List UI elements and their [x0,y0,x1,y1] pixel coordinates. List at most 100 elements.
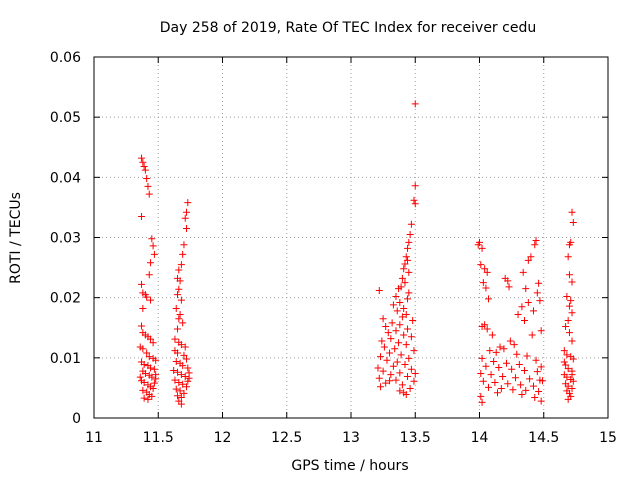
data-point [179,380,187,388]
data-point [569,218,577,226]
data-point [172,357,180,365]
data-point [482,362,490,370]
data-point [377,383,385,391]
data-point [149,385,157,393]
data-point [392,376,400,384]
data-point [532,237,540,245]
data-point [565,241,573,249]
data-point [180,389,188,397]
data-point [492,348,500,356]
data-point [508,365,516,373]
data-point [176,311,184,319]
data-point [562,361,570,369]
data-point [533,289,541,297]
data-point [175,266,183,274]
data-point [407,220,415,228]
data-point [398,274,406,282]
data-point [497,385,505,393]
data-point [392,327,400,335]
data-point [145,353,153,361]
data-point [563,373,571,381]
data-point [407,333,415,341]
y-axis-label: ROTI / TECUs [8,192,24,284]
data-point [174,368,182,376]
data-point [401,279,409,287]
data-point [184,199,192,207]
data-point [147,296,155,304]
data-point [563,292,571,300]
data-point [509,386,517,394]
data-point [148,373,156,381]
data-point [517,381,525,389]
data-point [143,293,151,301]
data-point [400,304,408,312]
data-point [481,321,489,329]
data-point [177,394,185,402]
data-point [380,343,388,351]
data-point [502,359,510,367]
data-point [139,386,147,394]
data-point [526,375,534,383]
data-point [481,265,489,273]
data-point [391,345,399,353]
y-tick-label: 0.06 [50,50,81,66]
data-point [386,349,394,357]
data-point [532,356,540,364]
data-point [515,360,523,368]
data-point [405,289,413,297]
data-point [141,166,149,174]
data-point [522,386,530,394]
data-point [495,363,503,371]
data-point [140,360,148,368]
data-point [138,280,146,288]
data-point [398,381,406,389]
data-point [177,400,185,408]
data-point [382,379,390,387]
data-point [387,371,395,379]
data-point [404,372,412,380]
data-point [171,376,179,384]
data-point [483,268,491,276]
data-point [524,256,532,264]
data-point [478,398,486,406]
x-tick-label: 14.5 [528,430,559,446]
data-point [564,395,572,403]
data-point [564,253,572,261]
data-point [147,259,155,267]
data-point [174,349,182,357]
axis-ticks [93,56,609,419]
data-point [392,292,400,300]
data-point [500,345,508,353]
data-point [510,341,518,349]
x-tick-label: 13.5 [400,430,431,446]
data-point [402,253,410,261]
data-point [533,368,541,376]
data-point [180,241,188,249]
data-point [396,298,404,306]
data-point [524,298,532,306]
data-point [379,367,387,375]
grid-lines [94,57,608,418]
data-point [505,283,513,291]
data-point [568,337,576,345]
data-point [405,354,413,362]
data-point [174,325,182,333]
x-tick-label: 11.5 [143,430,174,446]
data-point [150,250,158,258]
data-point [378,337,386,345]
data-point [183,208,191,216]
data-point [520,317,528,325]
data-point [148,235,156,243]
data-point [181,372,189,380]
data-point [565,329,573,337]
data-point [401,260,409,268]
data-point [387,335,395,343]
data-point [143,349,151,357]
data-point [529,382,537,390]
data-point [140,394,148,402]
data-point [138,322,146,330]
data-point [174,291,182,299]
data-point [404,244,412,252]
data-point [150,365,158,373]
data-point [504,277,512,285]
